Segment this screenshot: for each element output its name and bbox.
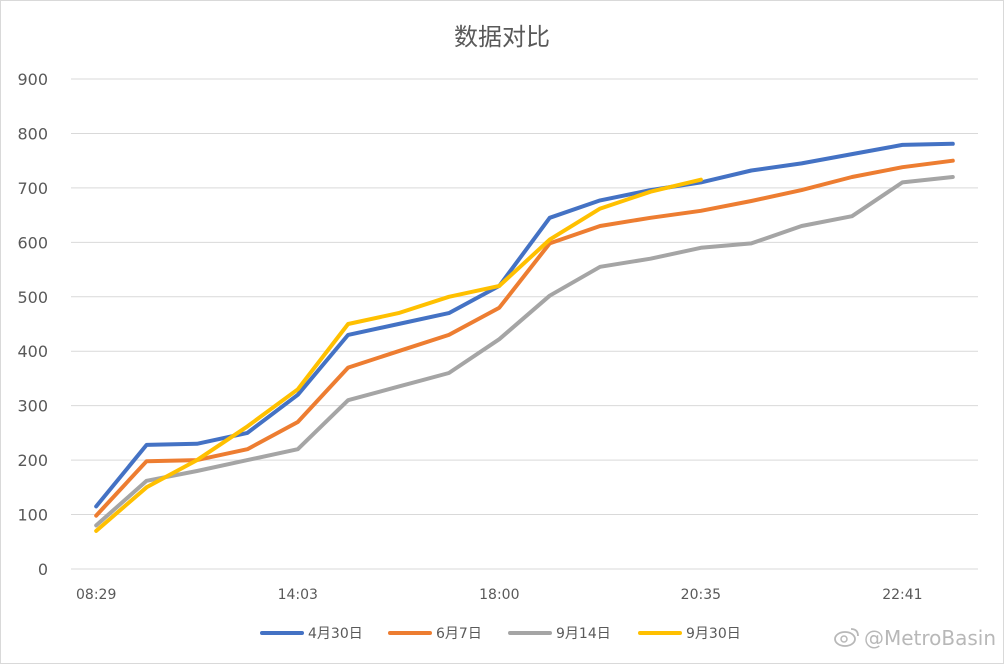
series-line-3 — [94, 175, 955, 528]
weibo-icon — [834, 627, 860, 652]
series-lines — [94, 141, 955, 533]
watermark: @MetroBasin — [834, 626, 996, 652]
series-line-2 — [94, 158, 955, 518]
y-tick-label: 500 — [17, 288, 48, 307]
x-tick-label: 22:41 — [882, 587, 922, 603]
gridlines — [71, 78, 978, 570]
y-tick-label: 400 — [17, 342, 48, 361]
series-line-1 — [94, 141, 955, 509]
y-tick-label: 600 — [17, 233, 48, 252]
chart-title: 数据对比 — [454, 23, 550, 51]
y-axis-ticks: 0 100 200 300 400 500 600 700 800 900 — [17, 70, 48, 579]
legend-label: 9月30日 — [686, 626, 741, 642]
x-tick-label: 08:29 — [76, 587, 116, 603]
x-tick-label: 18:00 — [479, 587, 519, 603]
x-tick-label: 14:03 — [278, 587, 318, 603]
legend-label: 6月7日 — [436, 626, 482, 642]
y-tick-label: 0 — [38, 560, 48, 579]
y-tick-label: 900 — [17, 70, 48, 89]
y-tick-label: 100 — [17, 506, 48, 525]
x-tick-label: 20:35 — [681, 587, 721, 603]
series-line-4 — [94, 177, 703, 533]
y-tick-label: 200 — [17, 451, 48, 470]
legend: 4月30日 6月7日 9月14日 9月30日 — [260, 626, 741, 642]
y-tick-label: 700 — [17, 179, 48, 198]
watermark-text: @MetroBasin — [863, 626, 996, 650]
legend-label: 9月14日 — [556, 626, 611, 642]
y-tick-label: 300 — [17, 397, 48, 416]
x-axis-ticks: 08:29 14:03 18:00 20:35 22:41 — [76, 587, 923, 603]
y-tick-label: 800 — [17, 124, 48, 143]
legend-label: 4月30日 — [308, 626, 363, 642]
